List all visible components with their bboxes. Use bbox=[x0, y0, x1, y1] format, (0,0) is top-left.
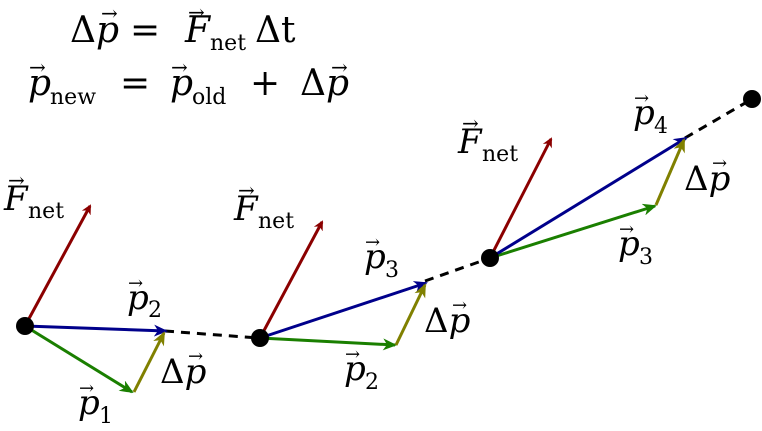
svg-text:→: → bbox=[128, 273, 143, 294]
svg-text:→: → bbox=[331, 55, 348, 79]
svg-text:3: 3 bbox=[385, 258, 399, 283]
p2-arrow-step1 bbox=[24, 324, 168, 337]
svg-text:2: 2 bbox=[365, 370, 379, 395]
svg-text:=: = bbox=[130, 10, 160, 51]
label-p3-step3: p → 3 bbox=[618, 219, 653, 270]
svg-text:p: p bbox=[28, 63, 51, 104]
particle-4 bbox=[743, 90, 761, 108]
label-f-net-3: F → net bbox=[457, 111, 518, 167]
p4-arrow bbox=[489, 136, 688, 260]
svg-text:F: F bbox=[233, 189, 259, 229]
label-p1: p → 1 bbox=[78, 378, 113, 429]
trajectory-path bbox=[164, 97, 753, 340]
svg-text:Δp: Δp bbox=[70, 10, 119, 51]
svg-text:net: net bbox=[482, 142, 518, 167]
svg-text:→: → bbox=[188, 346, 203, 367]
svg-text:→: → bbox=[365, 232, 380, 253]
particle-1 bbox=[16, 317, 34, 335]
svg-text:new: new bbox=[50, 85, 96, 110]
svg-text:F: F bbox=[457, 122, 483, 162]
label-f-net-1: F → net bbox=[3, 168, 64, 224]
svg-text:F: F bbox=[184, 10, 212, 51]
label-delta-p-1: Δp → bbox=[160, 346, 206, 392]
svg-text:net: net bbox=[258, 209, 294, 234]
svg-text:→: → bbox=[345, 344, 360, 365]
force-arrow-1 bbox=[23, 204, 92, 327]
label-delta-p-2: Δp → bbox=[424, 295, 470, 341]
svg-text:→: → bbox=[29, 55, 46, 79]
svg-text:1: 1 bbox=[99, 404, 113, 429]
svg-text:2: 2 bbox=[148, 298, 162, 323]
label-p2-step1: p → 2 bbox=[127, 273, 162, 323]
p2-arrow-step2 bbox=[259, 336, 397, 351]
particle-3 bbox=[481, 249, 499, 267]
p3-arrow-step2 bbox=[259, 281, 428, 340]
delta-p-arrow-3 bbox=[654, 138, 686, 206]
label-p3-step2: p → 3 bbox=[364, 232, 399, 283]
equation-p-new: p → new = p → old + Δp → bbox=[28, 55, 349, 110]
label-p2-step2: p → 2 bbox=[344, 344, 379, 395]
svg-text:Δp: Δp bbox=[300, 63, 349, 104]
svg-text:p: p bbox=[170, 63, 193, 104]
svg-text:→: → bbox=[634, 88, 649, 109]
p1-arrow bbox=[24, 324, 134, 394]
step-3 bbox=[481, 136, 688, 267]
svg-text:→: → bbox=[8, 168, 25, 192]
equation-delta-p: Δp → = F → net Δt bbox=[70, 0, 296, 56]
svg-text:→: → bbox=[79, 378, 94, 399]
svg-text:→: → bbox=[171, 55, 188, 79]
svg-text:→: → bbox=[238, 178, 255, 202]
svg-text:→: → bbox=[619, 219, 634, 240]
force-arrow-3 bbox=[488, 137, 553, 259]
delta-p-arrow-2 bbox=[394, 283, 427, 346]
svg-text:→: → bbox=[101, 1, 118, 25]
delta-p-arrow-1 bbox=[132, 331, 166, 393]
svg-text:p: p bbox=[78, 383, 100, 423]
label-p4: p → 4 bbox=[633, 88, 668, 139]
svg-text:3: 3 bbox=[639, 245, 653, 270]
svg-text:Δt: Δt bbox=[255, 10, 296, 51]
svg-text:old: old bbox=[192, 85, 226, 110]
svg-text:p: p bbox=[633, 93, 655, 133]
svg-text:+: + bbox=[250, 63, 280, 104]
label-delta-p-3: Δp → bbox=[684, 153, 730, 199]
svg-text:=: = bbox=[120, 63, 150, 104]
svg-text:→: → bbox=[462, 111, 479, 135]
p3-arrow-step3 bbox=[489, 203, 657, 260]
svg-text:p: p bbox=[344, 349, 366, 389]
svg-text:Δp: Δp bbox=[160, 352, 206, 392]
svg-text:→: → bbox=[712, 153, 727, 174]
step-1 bbox=[16, 204, 168, 394]
svg-text:→: → bbox=[452, 295, 467, 316]
label-f-net-2: F → net bbox=[233, 178, 294, 234]
svg-text:→: → bbox=[188, 0, 205, 24]
svg-text:net: net bbox=[28, 199, 64, 224]
svg-text:p: p bbox=[618, 224, 640, 264]
step-2 bbox=[251, 220, 428, 351]
svg-text:F: F bbox=[3, 179, 29, 219]
svg-text:net: net bbox=[210, 31, 246, 56]
particle-2 bbox=[251, 329, 269, 347]
svg-text:Δp: Δp bbox=[684, 159, 730, 199]
svg-text:p: p bbox=[364, 237, 386, 277]
force-arrow-2 bbox=[258, 220, 324, 339]
svg-text:p: p bbox=[127, 278, 149, 318]
svg-text:4: 4 bbox=[654, 114, 668, 139]
svg-text:Δp: Δp bbox=[424, 301, 470, 341]
